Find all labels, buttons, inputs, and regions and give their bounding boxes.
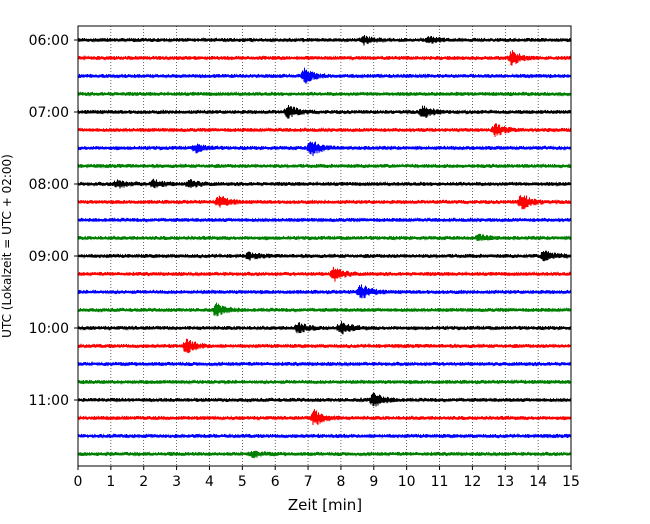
- seismic-trace: [77, 409, 572, 426]
- y-axis-label: UTC (Lokalzeit = UTC + 02:00): [0, 154, 14, 338]
- x-tick-label: 14: [529, 474, 547, 490]
- x-tick-label: 1: [106, 474, 115, 490]
- y-tick-label: 08:00: [29, 177, 69, 193]
- seismic-trace: [77, 50, 572, 66]
- seismic-trace: [77, 432, 572, 440]
- x-tick-label: 2: [139, 474, 148, 490]
- trace-group: [77, 34, 572, 459]
- seismic-trace: [77, 178, 572, 189]
- x-tick-label: 0: [74, 474, 83, 490]
- seismic-trace: [77, 302, 572, 317]
- seismic-trace: [77, 67, 572, 84]
- x-tick-label: 8: [336, 474, 345, 490]
- x-tick-label: 7: [304, 474, 313, 490]
- seismic-trace: [77, 250, 572, 262]
- y-tick-label: 11:00: [29, 393, 69, 409]
- y-tick-label: 06:00: [29, 33, 69, 49]
- seismic-trace: [77, 321, 572, 335]
- x-tick-label: 15: [562, 474, 580, 490]
- seismic-trace: [77, 141, 572, 157]
- seismic-trace: [77, 90, 572, 98]
- x-tick-label: 12: [463, 474, 481, 490]
- x-tick-label: 13: [496, 474, 514, 490]
- seismic-trace: [77, 233, 572, 242]
- x-tick-label: 3: [172, 474, 181, 490]
- seismic-trace: [77, 338, 572, 354]
- x-tick-label: 11: [431, 474, 449, 490]
- grid-lines: [110, 26, 539, 466]
- seismic-trace: [77, 123, 572, 138]
- seismic-trace: [77, 162, 572, 170]
- x-tick-label: 9: [369, 474, 378, 490]
- seismic-trace: [77, 34, 572, 46]
- x-axis-label: Zeit [min]: [288, 496, 362, 514]
- y-tick-label: 10:00: [29, 321, 69, 337]
- seismic-trace: [77, 392, 572, 407]
- x-tick-label: 6: [271, 474, 280, 490]
- seismic-trace: [77, 360, 572, 368]
- seismic-trace: [77, 105, 572, 119]
- seismic-trace: [77, 195, 572, 210]
- seismic-trace: [77, 284, 572, 299]
- x-tick-label: 4: [205, 474, 214, 490]
- axes: 0 1 2 3 4 5 6 7 8 9 10 11 12 13 14 1506:0007:0008:0009:…: [29, 33, 580, 490]
- y-tick-label: 07:00: [29, 105, 69, 121]
- plot-frame: [77, 25, 572, 467]
- y-tick-label: 09:00: [29, 249, 69, 265]
- seismic-trace: [77, 216, 572, 224]
- seismic-trace: [77, 450, 572, 459]
- x-tick-label: 10: [398, 474, 416, 490]
- seismic-trace: [77, 378, 572, 386]
- seismic-trace: [77, 266, 572, 282]
- x-tick-label: 5: [238, 474, 247, 490]
